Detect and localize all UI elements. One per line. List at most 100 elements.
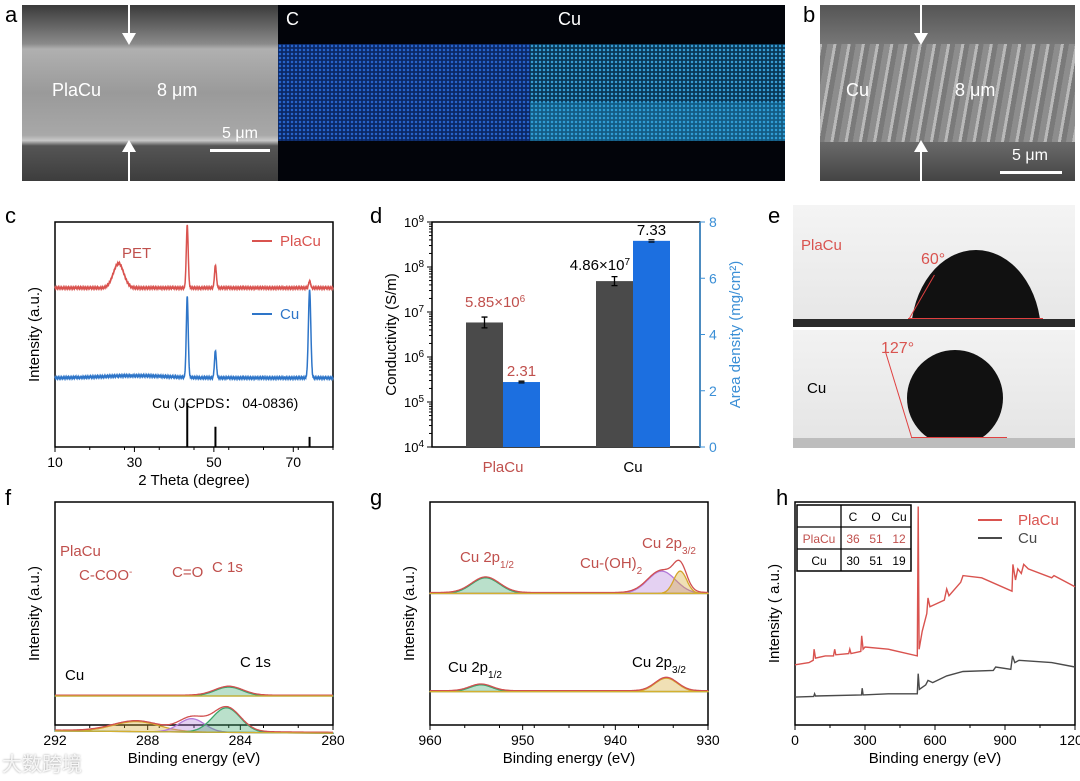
text-part: Cu 2p bbox=[642, 535, 682, 552]
y-tick-label: 104 bbox=[404, 439, 424, 456]
text-part: 10 bbox=[404, 260, 418, 275]
bar-area-density bbox=[633, 240, 670, 447]
bar-conductivity bbox=[596, 281, 633, 447]
envelope-line bbox=[430, 559, 708, 594]
sample-label: Cu bbox=[65, 667, 84, 684]
eds-map-carbon: C bbox=[278, 5, 530, 181]
x-axis-title: Binding energy (eV) bbox=[503, 750, 636, 767]
legend-label: Cu bbox=[1018, 530, 1037, 547]
text-sup: 9 bbox=[418, 214, 424, 225]
error-bar bbox=[481, 316, 488, 329]
droplet bbox=[907, 350, 1003, 446]
x-tick-label: 940 bbox=[604, 732, 628, 748]
legend-label: PlaCu bbox=[1018, 512, 1059, 529]
panel-label-e: e bbox=[768, 203, 781, 228]
x-tick-label: 600 bbox=[923, 732, 947, 748]
contact-angle-image-cu: Cu 127° bbox=[793, 330, 1075, 448]
sem-sample-label: Cu bbox=[846, 80, 870, 100]
series-line-placu bbox=[54, 224, 334, 292]
scale-bar bbox=[1000, 171, 1062, 174]
y-tick-label: 106 bbox=[404, 349, 424, 366]
error-bar bbox=[648, 239, 655, 243]
y-axis-title: Intensity ( a.u.) bbox=[766, 564, 783, 663]
x-tick-label: 30 bbox=[127, 454, 143, 470]
peak-label: C 1s bbox=[240, 654, 271, 671]
x-tick-label: 900 bbox=[993, 732, 1017, 748]
x-tick-label: 1200 bbox=[1059, 732, 1080, 748]
x-tick-label: 0 bbox=[791, 732, 799, 748]
text-sub: 3/2 bbox=[682, 546, 696, 557]
x-axis-title: Binding energy (eV) bbox=[128, 750, 261, 767]
text-sup: 4 bbox=[418, 439, 424, 450]
background-line bbox=[54, 730, 334, 734]
x-tick-label: 288 bbox=[136, 732, 160, 748]
reference-label: Cu (JCPDS： 04-0836) bbox=[152, 395, 298, 411]
eds-map-copper: Cu bbox=[530, 5, 785, 181]
text-part: 10 bbox=[404, 440, 418, 455]
envelope-line bbox=[430, 676, 708, 692]
y2-tick-label: 8 bbox=[709, 214, 717, 230]
text-sup: - bbox=[129, 567, 132, 578]
bar-conductivity bbox=[466, 322, 503, 447]
text-sub: 2 bbox=[637, 566, 643, 577]
text-sub: 3/2 bbox=[672, 665, 686, 676]
table-cell: 19 bbox=[892, 554, 906, 568]
x-tick-label: 292 bbox=[43, 732, 67, 748]
panel-label-h: h bbox=[776, 485, 789, 510]
text-sub: 1/2 bbox=[500, 560, 514, 571]
map-label-cu: Cu bbox=[558, 9, 582, 29]
peak-label: Cu 2p3/2 bbox=[642, 535, 696, 557]
y2-tick-label: 6 bbox=[709, 270, 717, 286]
table-cell: Cu bbox=[891, 510, 906, 524]
x-tick-label: 300 bbox=[853, 732, 877, 748]
text-sup: 6 bbox=[520, 294, 526, 305]
legend-label: Cu bbox=[280, 306, 299, 323]
table-cell: 36 bbox=[846, 532, 860, 546]
envelope-line bbox=[55, 685, 333, 696]
sem-image-placu: PlaCu 8 μm 5 μm bbox=[22, 5, 278, 181]
peak-label: C-COO- bbox=[79, 567, 132, 585]
x-tick-label: 284 bbox=[229, 732, 253, 748]
table-cell: 12 bbox=[892, 532, 906, 546]
text-sup: 7 bbox=[418, 304, 424, 315]
angle-label: 127° bbox=[881, 340, 915, 357]
text-part: 4.86×10 bbox=[570, 257, 625, 274]
map-label-c: C bbox=[286, 9, 299, 29]
envelope-line bbox=[55, 705, 333, 733]
peak-label: Cu 2p1/2 bbox=[448, 659, 502, 681]
peak-label: C 1s bbox=[212, 559, 243, 576]
y-tick-label: 109 bbox=[404, 214, 424, 231]
x-axis-title: Binding energy (eV) bbox=[869, 750, 1002, 767]
plot-frame bbox=[54, 221, 334, 448]
text-part: Cu-(OH) bbox=[580, 555, 637, 572]
y-tick-label: 108 bbox=[404, 259, 424, 276]
data-label-area-density: 2.31 bbox=[507, 363, 536, 380]
arrow-down-icon bbox=[920, 5, 922, 35]
data-label-area-density: 7.33 bbox=[637, 222, 666, 239]
y-axis-title: Intensity (a.u.) bbox=[26, 287, 43, 382]
series-line-cu bbox=[54, 289, 334, 382]
x-tick-label: 960 bbox=[418, 732, 442, 748]
arrowhead-up-icon bbox=[122, 140, 136, 152]
x-axis-title: 2 Theta (degree) bbox=[138, 472, 249, 489]
error-bar bbox=[518, 380, 525, 384]
text-sub: 1/2 bbox=[488, 670, 502, 681]
bar-area-density bbox=[503, 382, 540, 447]
text-part: 10 bbox=[404, 350, 418, 365]
x-tick-label: 10 bbox=[47, 454, 63, 470]
scale-bar-label: 5 μm bbox=[1012, 147, 1048, 164]
y2-tick-label: 4 bbox=[709, 327, 717, 343]
table-cell: 51 bbox=[869, 532, 883, 546]
text-sup: 8 bbox=[418, 259, 424, 270]
panel-label-b: b bbox=[803, 2, 816, 27]
plot-frame bbox=[54, 501, 334, 726]
sem-thickness-label: 8 μm bbox=[157, 80, 198, 100]
error-bar bbox=[611, 275, 618, 287]
contact-angle-image-placu: PlaCu 60° bbox=[793, 205, 1075, 327]
y2-axis-title: Area density (mg/cm²) bbox=[727, 261, 744, 409]
peak-label: Cu 2p3/2 bbox=[632, 654, 686, 676]
data-label-conductivity: 5.85×106 bbox=[465, 294, 526, 312]
category-label: Cu bbox=[623, 459, 642, 476]
text-part: Cu 2p bbox=[632, 654, 672, 671]
